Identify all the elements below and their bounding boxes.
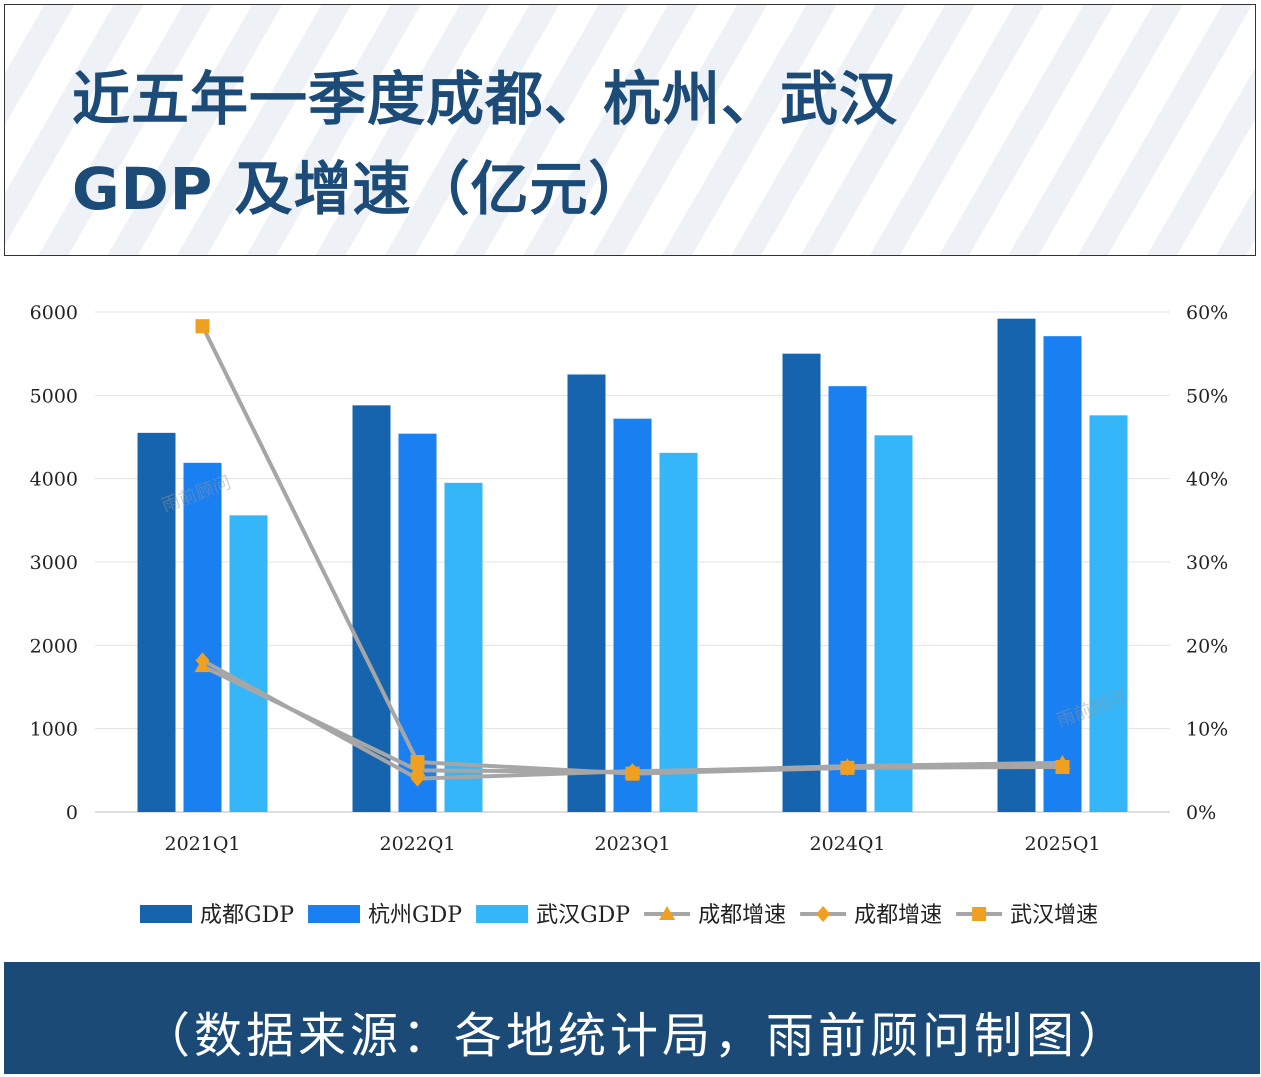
y-right-tick-label: 50% (1186, 385, 1228, 407)
y-right-tick-label: 30% (1186, 552, 1228, 574)
y-left-tick-label: 5000 (30, 385, 78, 407)
y-left-tick-label: 0 (66, 802, 78, 824)
bar (613, 418, 652, 812)
growth-point (195, 652, 210, 669)
chart-title-line-2: GDP 及增速（亿元） (72, 155, 648, 223)
data-source-note: （数据来源：各地统计局，雨前顾问制图） (142, 1008, 1131, 1064)
legend-swatch (476, 905, 529, 923)
y-right-tick-label: 0% (1186, 802, 1216, 824)
legend-swatch (308, 905, 361, 923)
x-category-label: 2025Q1 (1024, 833, 1100, 855)
growth-point (409, 762, 426, 777)
footer-banner (4, 962, 1260, 1074)
y-right-tick-label: 40% (1186, 469, 1228, 491)
legend-label: 武汉GDP (536, 903, 630, 928)
growth-point (410, 755, 425, 769)
x-category-label: 2023Q1 (594, 833, 670, 855)
y-left-tick-label: 6000 (30, 302, 78, 324)
bar (1089, 415, 1128, 812)
x-category-label: 2022Q1 (379, 833, 455, 855)
growth-point (625, 766, 640, 781)
x-category-label: 2024Q1 (809, 833, 885, 855)
bar (828, 386, 867, 812)
bar (398, 433, 437, 812)
bar (782, 353, 821, 812)
y-right-tick-label: 10% (1186, 719, 1228, 741)
gdp-chart: 0 0% 1000 10% 2000 20% 3000 30% 4000 40% 5000 50% 60… (30, 302, 1229, 928)
bar (183, 462, 222, 812)
bar (352, 405, 391, 812)
legend-label: 武汉增速 (1010, 903, 1098, 928)
bar (137, 432, 176, 812)
legend-marker (972, 907, 987, 921)
growth-point (410, 770, 425, 787)
chart-title-line-1: 近五年一季度成都、杭州、武汉 (72, 65, 899, 133)
x-category-label: 2021Q1 (164, 833, 240, 855)
bar (874, 435, 913, 812)
bar (659, 452, 698, 812)
legend-label: 成都增速 (698, 903, 786, 928)
growth-point (195, 319, 210, 334)
legend-marker (659, 906, 676, 920)
growth-point (1055, 760, 1070, 774)
legend-label: 杭州GDP (368, 903, 462, 928)
y-left-tick-label: 2000 (30, 635, 78, 657)
y-left-tick-label: 1000 (30, 719, 78, 741)
y-right-tick-label: 60% (1186, 302, 1228, 324)
y-right-tick-label: 20% (1186, 635, 1228, 657)
title-panel (4, 4, 1256, 256)
bar (997, 318, 1036, 812)
legend-swatch (140, 905, 192, 923)
y-left-tick-label: 4000 (30, 469, 78, 491)
bar (444, 482, 483, 812)
legend-marker (816, 906, 831, 922)
legend-label: 成都增速 (854, 903, 942, 928)
bar (229, 515, 268, 812)
legend-label: 成都GDP (200, 903, 294, 928)
y-left-tick-label: 3000 (30, 552, 78, 574)
bar (1043, 336, 1082, 812)
growth-point (840, 760, 855, 775)
bar (567, 374, 606, 812)
